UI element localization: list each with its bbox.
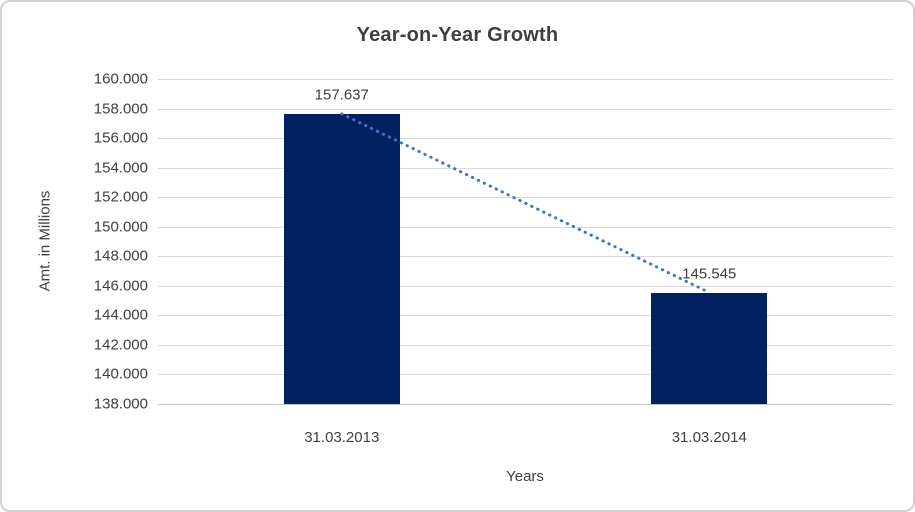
gridline (158, 197, 893, 198)
x-tick-label: 31.03.2013 (304, 429, 380, 446)
gridline (158, 79, 893, 80)
y-tick-label: 138.000 (93, 395, 148, 413)
gridline (158, 315, 893, 316)
gridline (158, 109, 893, 110)
y-tick-label: 158.000 (93, 100, 148, 118)
y-tick-label: 140.000 (93, 365, 148, 383)
x-tick-label: 31.03.2014 (671, 429, 747, 446)
gridline (158, 256, 893, 257)
gridline (158, 138, 893, 139)
y-axis-title: Amt. in Millions (36, 190, 54, 292)
y-tick-label: 152.000 (93, 188, 148, 206)
gridline (158, 374, 893, 375)
chart-title: Year-on-Year Growth (356, 24, 559, 46)
y-tick-label: 144.000 (93, 306, 148, 324)
gridline (158, 227, 893, 228)
x-axis-title: Years (506, 468, 544, 485)
gridline (158, 345, 893, 346)
bar-data-label: 157.637 (314, 86, 369, 104)
y-tick-label: 154.000 (93, 159, 148, 177)
x-axis-line (158, 404, 893, 405)
bar-data-label: 145.545 (682, 265, 737, 283)
bar (651, 293, 767, 404)
y-tick-label: 156.000 (93, 129, 148, 147)
bar (284, 114, 400, 404)
y-tick-label: 150.000 (93, 218, 148, 236)
y-tick-label: 146.000 (93, 277, 148, 295)
y-tick-label: 160.000 (93, 70, 148, 88)
y-tick-label: 148.000 (93, 247, 148, 265)
gridline (158, 168, 893, 169)
y-tick-label: 142.000 (93, 336, 148, 354)
gridline (158, 286, 893, 287)
